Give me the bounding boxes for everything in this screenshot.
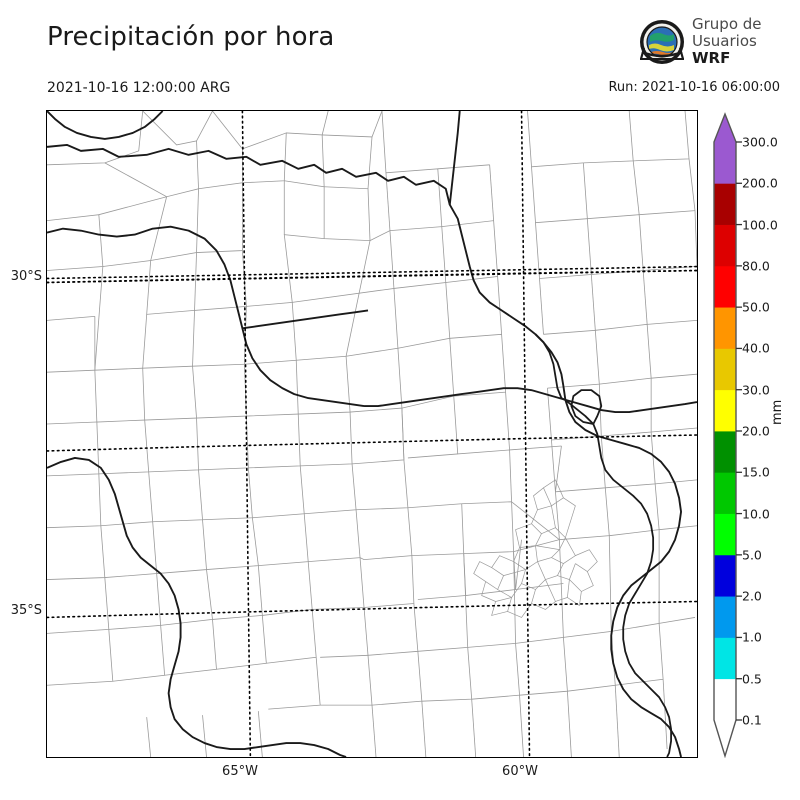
colorbar-band — [714, 596, 736, 638]
colorbar-tick-label: 20.0 — [742, 423, 770, 439]
map-graphic — [47, 111, 697, 757]
colorbar-band — [714, 224, 736, 267]
colorbar[interactable] — [706, 112, 746, 758]
colorbar-tick-label: 2.0 — [742, 588, 762, 604]
logo-line-2: Usuarios — [692, 32, 757, 50]
colorbar-tick-label: 5.0 — [742, 547, 762, 563]
logo: Grupo de Usuarios WRF — [636, 16, 786, 74]
colorbar-band — [714, 678, 736, 721]
colorbar-tick-label: 1.0 — [742, 629, 762, 645]
logo-line-3: WRF — [692, 49, 731, 67]
globe-emblem-icon — [639, 20, 685, 64]
colorbar-tick-label: 200.0 — [742, 175, 778, 191]
gridline-lon-60 — [520, 111, 531, 757]
map-plot-area[interactable] — [46, 110, 698, 758]
colorbar-unit-label: mm — [770, 399, 785, 425]
colorbar-band — [714, 348, 736, 391]
lat-tick-label-35s: 35°S — [10, 603, 42, 618]
gridline-lat-28b — [47, 269, 697, 284]
partido-boundaries-dense — [473, 479, 598, 618]
colorbar-band — [714, 472, 736, 514]
lat-tick-label-30s: 30°S — [10, 269, 42, 284]
lon-tick-label-60w: 60°W — [502, 764, 538, 779]
colorbar-graphic — [713, 112, 742, 758]
colorbar-tick-label: 300.0 — [742, 134, 778, 150]
colorbar-band — [714, 307, 736, 349]
colorbar-tick-label: 100.0 — [742, 217, 778, 233]
colorbar-band — [714, 554, 736, 597]
colorbar-tick-label: 0.5 — [742, 671, 762, 687]
page-title: Precipitación por hora — [47, 22, 335, 52]
colorbar-tick-label: 30.0 — [742, 382, 770, 398]
colorbar-tick-label: 50.0 — [742, 299, 770, 315]
lon-tick-label-65w: 65°W — [222, 764, 258, 779]
colorbar-tick-label: 15.0 — [742, 464, 770, 480]
colorbar-band — [714, 183, 736, 225]
colorbar-tick-label: 40.0 — [742, 340, 770, 356]
colorbar-band — [714, 513, 736, 556]
graticule — [47, 111, 697, 757]
department-boundaries — [47, 111, 697, 757]
colorbar-band — [714, 431, 736, 473]
gridline-lon-65 — [241, 111, 252, 757]
valid-time-label: 2021-10-16 12:00:00 ARG — [47, 80, 231, 96]
colorbar-extend-min — [714, 720, 736, 756]
run-time-label: Run: 2021-10-16 06:00:00 — [608, 80, 780, 95]
colorbar-band — [714, 389, 736, 432]
province-boundaries — [47, 111, 697, 757]
colorbar-band — [714, 637, 736, 680]
logo-line-1: Grupo de — [692, 15, 762, 33]
colorbar-tick-label: 80.0 — [742, 258, 770, 274]
colorbar-band — [714, 142, 736, 184]
colorbar-tick-labels: 0.1 0.5 1.0 2.0 5.0 10.0 15.0 20.0 30.0 40.0 50.0 8… — [742, 112, 796, 758]
gridline-lat-upper — [47, 265, 697, 280]
coastline — [534, 333, 672, 757]
map-background — [47, 111, 697, 757]
colorbar-tick-label: 10.0 — [742, 506, 770, 522]
colorbar-extend-max — [714, 114, 736, 142]
colorbar-band — [714, 265, 736, 308]
colorbar-tick-label: 0.1 — [742, 712, 762, 728]
